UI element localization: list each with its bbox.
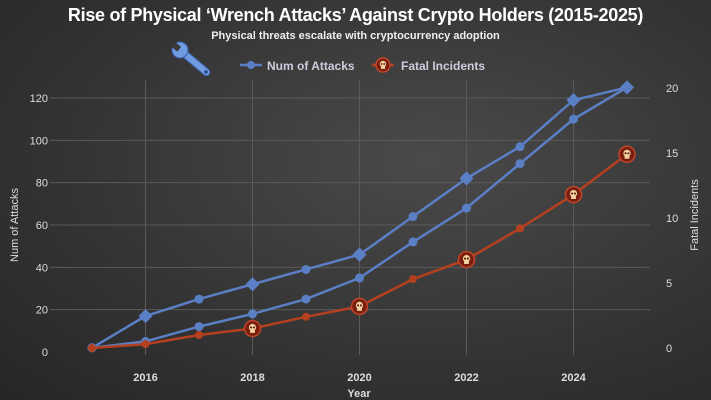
y-left-tick-label: 40 [36, 262, 48, 274]
data-point [195, 331, 203, 339]
x-tick-label: 2020 [347, 372, 371, 384]
skull-marker [375, 57, 391, 73]
data-point [194, 294, 204, 304]
skull-marker [564, 185, 583, 204]
data-point [459, 171, 474, 186]
data-point [462, 203, 471, 213]
data-point [619, 80, 635, 95]
legend-label: Num of Attacks [267, 59, 355, 73]
y-left-tick-label: 20 [36, 305, 48, 317]
y-right-tick-label: 0 [666, 343, 672, 355]
data-point [301, 294, 311, 304]
y-right-tick-label: 5 [666, 278, 672, 290]
data-point [408, 237, 418, 247]
y-left-tick-label: 0 [42, 347, 48, 359]
x-tick-label: 2022 [454, 372, 478, 384]
data-point [138, 308, 153, 324]
data-point [409, 275, 417, 284]
y-left-tick-label: 100 [30, 135, 48, 147]
data-point [248, 309, 257, 319]
y-right-tick-label: 10 [666, 213, 678, 225]
skull-marker [618, 145, 636, 164]
data-point [515, 159, 525, 169]
data-point [515, 142, 525, 152]
data-point [408, 212, 418, 222]
x-tick-label: 2024 [561, 372, 586, 384]
chart-title: Rise of Physical ‘Wrench Attacks’ Agains… [67, 5, 644, 25]
legend-label: Fatal Incidents [401, 59, 485, 73]
y-left-tick-label: 120 [30, 93, 48, 105]
data-point [566, 93, 581, 108]
data-point [355, 273, 364, 283]
y-left-tick-label: 60 [36, 220, 48, 232]
wrench-icon [171, 41, 211, 77]
y-right-tick-label: 15 [666, 148, 678, 160]
data-point [194, 322, 204, 332]
skull-marker [350, 297, 369, 316]
skull-marker [457, 250, 476, 269]
data-point [302, 312, 310, 321]
data-point [516, 224, 524, 233]
data-point [141, 340, 150, 349]
x-axis-label: Year [347, 388, 371, 400]
x-tick-label: 2018 [240, 372, 264, 384]
data-point [301, 264, 311, 274]
y-right-tick-label: 20 [666, 83, 678, 95]
y-left-tick-label: 80 [36, 178, 48, 190]
data-point [245, 277, 260, 292]
data-point [88, 344, 96, 352]
chart-subtitle: Physical threats escalate with cryptocur… [211, 30, 500, 42]
data-point [569, 114, 578, 124]
x-tick-label: 2016 [133, 372, 157, 384]
y-right-axis-label: Fatal Incidents [689, 179, 701, 251]
y-left-axis-label: Num of Attacks [9, 188, 21, 262]
data-point [352, 247, 367, 262]
legend: Num of Attacks Fatal Incidents [240, 57, 485, 73]
skull-marker [243, 319, 262, 338]
